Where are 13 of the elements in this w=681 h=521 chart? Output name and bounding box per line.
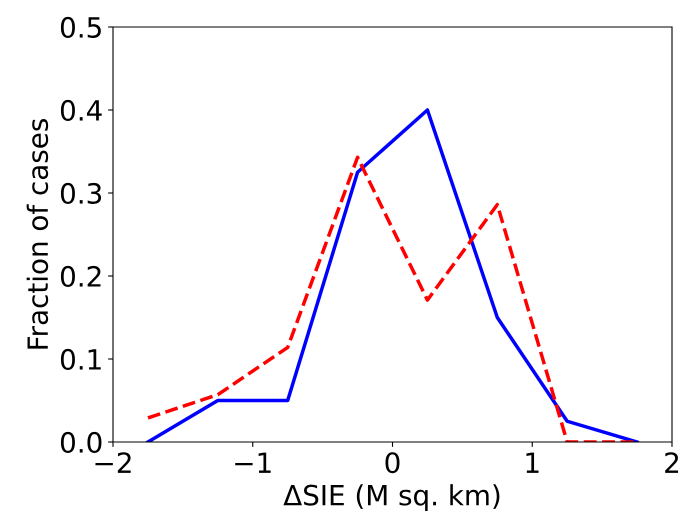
x-axis-title: ΔSIE (M sq. km): [283, 484, 500, 512]
y-tick-label: 0.3: [60, 182, 102, 204]
y-tick-label: 0.4: [60, 100, 102, 121]
x-tick-label: −2: [95, 452, 131, 473]
y-tick-label: 0.0: [60, 432, 102, 453]
x-tick-label: 0: [385, 452, 400, 474]
x-tick-label: 2: [665, 452, 678, 473]
y-tick-label: 0.2: [60, 266, 100, 287]
x-tick-label: −1: [235, 452, 271, 473]
y-tick-label: 0.5: [60, 16, 101, 38]
y-tick-label: 0.1: [60, 348, 101, 370]
y-axis-title: Fraction of cases: [26, 119, 48, 349]
x-tick-label: 1: [526, 452, 539, 473]
